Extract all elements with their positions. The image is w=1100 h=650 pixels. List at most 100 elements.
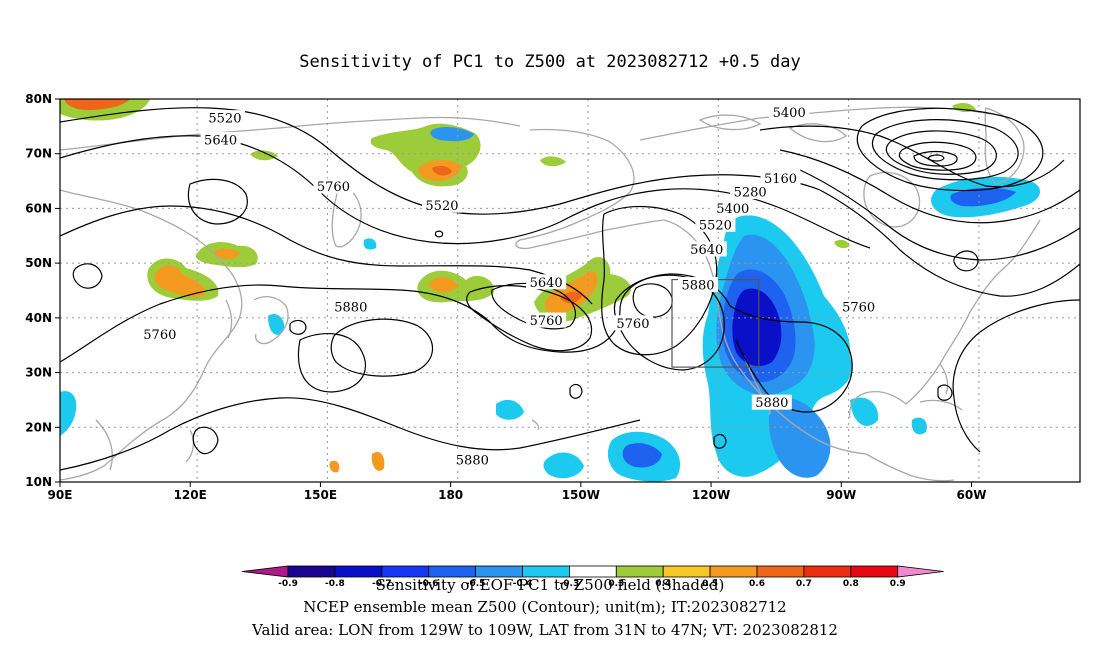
coast-arctic-islands-2	[788, 123, 848, 143]
contour-small-circle-a	[289, 319, 307, 335]
lat-tick-label: 30N	[25, 366, 52, 380]
contour-label-bg	[200, 132, 241, 148]
contour-label: 5280	[734, 186, 767, 201]
figure-title: Sensitivity of PC1 to Z500 at 2023082712…	[299, 52, 801, 72]
lat-tick-label: 80N	[25, 92, 52, 106]
contour-5760-siberia-low	[187, 178, 248, 225]
colorbar-extend-low	[241, 565, 289, 578]
shade-negative-east-pacific	[850, 397, 879, 426]
colorbar-tick-label: 0.3	[608, 579, 624, 589]
colorbar-box	[756, 565, 805, 578]
contour-label-bg	[612, 315, 653, 331]
coast-indochina	[95, 419, 113, 471]
colorbar-tick-label: 0.9	[890, 579, 906, 589]
shade-negative-subtropic-a	[543, 452, 584, 479]
contour-5760-na	[819, 189, 1080, 297]
contour-small-circle-e	[937, 384, 953, 401]
contour-label-bg	[313, 178, 354, 194]
shade-positive-nw-corner-core	[64, 99, 130, 110]
contour-label: 5880	[334, 300, 367, 315]
lon-tick-label: 180	[438, 488, 463, 502]
contour-small-circle-c	[569, 383, 583, 399]
coast-central-america	[865, 453, 955, 482]
colorbar-extend-high	[897, 565, 944, 578]
colorbar-box	[287, 565, 336, 578]
colorbar-tick-label: 0.5	[702, 579, 718, 589]
contour-label-layer: 5520564055205760540051605280540055205640…	[139, 104, 879, 469]
contour-5880-south	[60, 397, 641, 471]
shade-negative-subtropic-b	[496, 399, 524, 420]
coast-alaska	[515, 128, 665, 250]
coast-siberia-north	[60, 116, 521, 151]
colorbar-ticks: -0.9 -0.8 -0.7 -0.6 -0.5 -0.4 -0.3 0.3 0.4 0.5 0.6…	[278, 579, 906, 589]
lon-tick-label: 90E	[48, 488, 73, 502]
colorbar-tick-label: -0.8	[325, 579, 345, 589]
colorbar-tick-label: -0.9	[278, 579, 298, 589]
colorbar-box	[803, 565, 852, 578]
contour-label: 5400	[716, 202, 749, 217]
shade-negative-central-pacific-core	[622, 443, 662, 468]
colorbar-tick-label: -0.3	[560, 579, 580, 589]
contour-5760-west-cell	[72, 263, 103, 289]
shade-negative-japan	[268, 313, 285, 335]
lat-tick-label: 50N	[25, 256, 52, 270]
contour-label-bg	[686, 241, 727, 257]
positive-sensitivity-patches	[60, 99, 976, 473]
shade-positive-gulf-alaska-max	[560, 291, 582, 304]
lon-tick-label: 150W	[562, 488, 600, 502]
contour-label: 5160	[764, 172, 797, 187]
contour-5880-west-coast	[613, 274, 725, 371]
contour-5880-central-pacific	[297, 333, 367, 393]
coast-gulf-mexico	[849, 390, 907, 419]
contour-5760-east-bottom	[952, 299, 1080, 453]
shade-negative-caribbean	[911, 417, 927, 435]
contour-label: 5640	[204, 134, 237, 149]
contour-5760-north	[60, 205, 593, 305]
caption-line-3: Valid area: LON from 129W to 109W, LAT f…	[251, 621, 838, 639]
coast-na-east	[905, 219, 1041, 405]
coast-philippines	[185, 429, 195, 463]
contour-small-circle-f	[434, 230, 444, 238]
graticule	[60, 99, 1080, 482]
contour-5880-pacific-high	[330, 318, 434, 377]
coast-cuba	[919, 399, 963, 411]
lat-tick-label: 70N	[25, 147, 52, 161]
contour-label-bg	[730, 184, 771, 200]
contour-5880-na-ridge	[729, 305, 853, 413]
contour-label-bg	[769, 104, 810, 120]
contour-label: 5400	[773, 106, 806, 121]
contour-low-ring-2	[871, 119, 1019, 181]
colorbar-tick-label: -0.5	[466, 579, 486, 589]
contour-label: 5640	[690, 243, 723, 258]
shade-positive-siberia-west-core	[154, 265, 206, 297]
colorbar-tick-label: -0.6	[419, 579, 439, 589]
shade-positive-small-e	[834, 239, 850, 249]
colorbar: -0.9 -0.8 -0.7 -0.6 -0.5 -0.4 -0.3 0.3 0.4 0.5 0.6…	[241, 565, 944, 589]
lon-tick-label: 90W	[826, 488, 856, 502]
shade-positive-small-c	[371, 451, 385, 471]
colorbar-tick-label: 0.8	[843, 579, 859, 589]
shade-negative-bering	[363, 238, 377, 250]
lat-tick-label: 40N	[25, 311, 52, 325]
colorbar-tick-label: -0.4	[513, 579, 533, 589]
contour-label: 5760	[842, 300, 875, 315]
map-panel: 5520564055205760540051605280540055205640…	[25, 92, 1081, 502]
contour-low-ring-3	[885, 130, 997, 175]
coast-greenland	[984, 107, 1025, 185]
colorbar-box	[850, 565, 899, 578]
contour-5760-east-pacific-trough	[601, 205, 718, 356]
contour-5400-na	[759, 125, 1065, 188]
contour-label-bg	[421, 197, 462, 213]
shade-negative-west-edge	[60, 390, 77, 436]
lat-tick-label: 20N	[25, 420, 52, 434]
shade-positive-arctic-blue	[430, 127, 474, 142]
contour-label-bg	[712, 200, 753, 216]
contour-low-center	[927, 154, 945, 162]
contour-label-bg	[751, 394, 792, 410]
lon-tick-label: 150E	[304, 488, 337, 502]
contour-5760-gulf-alaska	[466, 285, 593, 352]
contour-label: 5520	[208, 112, 241, 127]
caption-line-1: Sensitivity of EOF PC1 to Z500 field (Sh…	[376, 576, 725, 594]
contour-low-ring-4	[898, 141, 977, 171]
contour-5520-na	[779, 149, 1080, 224]
